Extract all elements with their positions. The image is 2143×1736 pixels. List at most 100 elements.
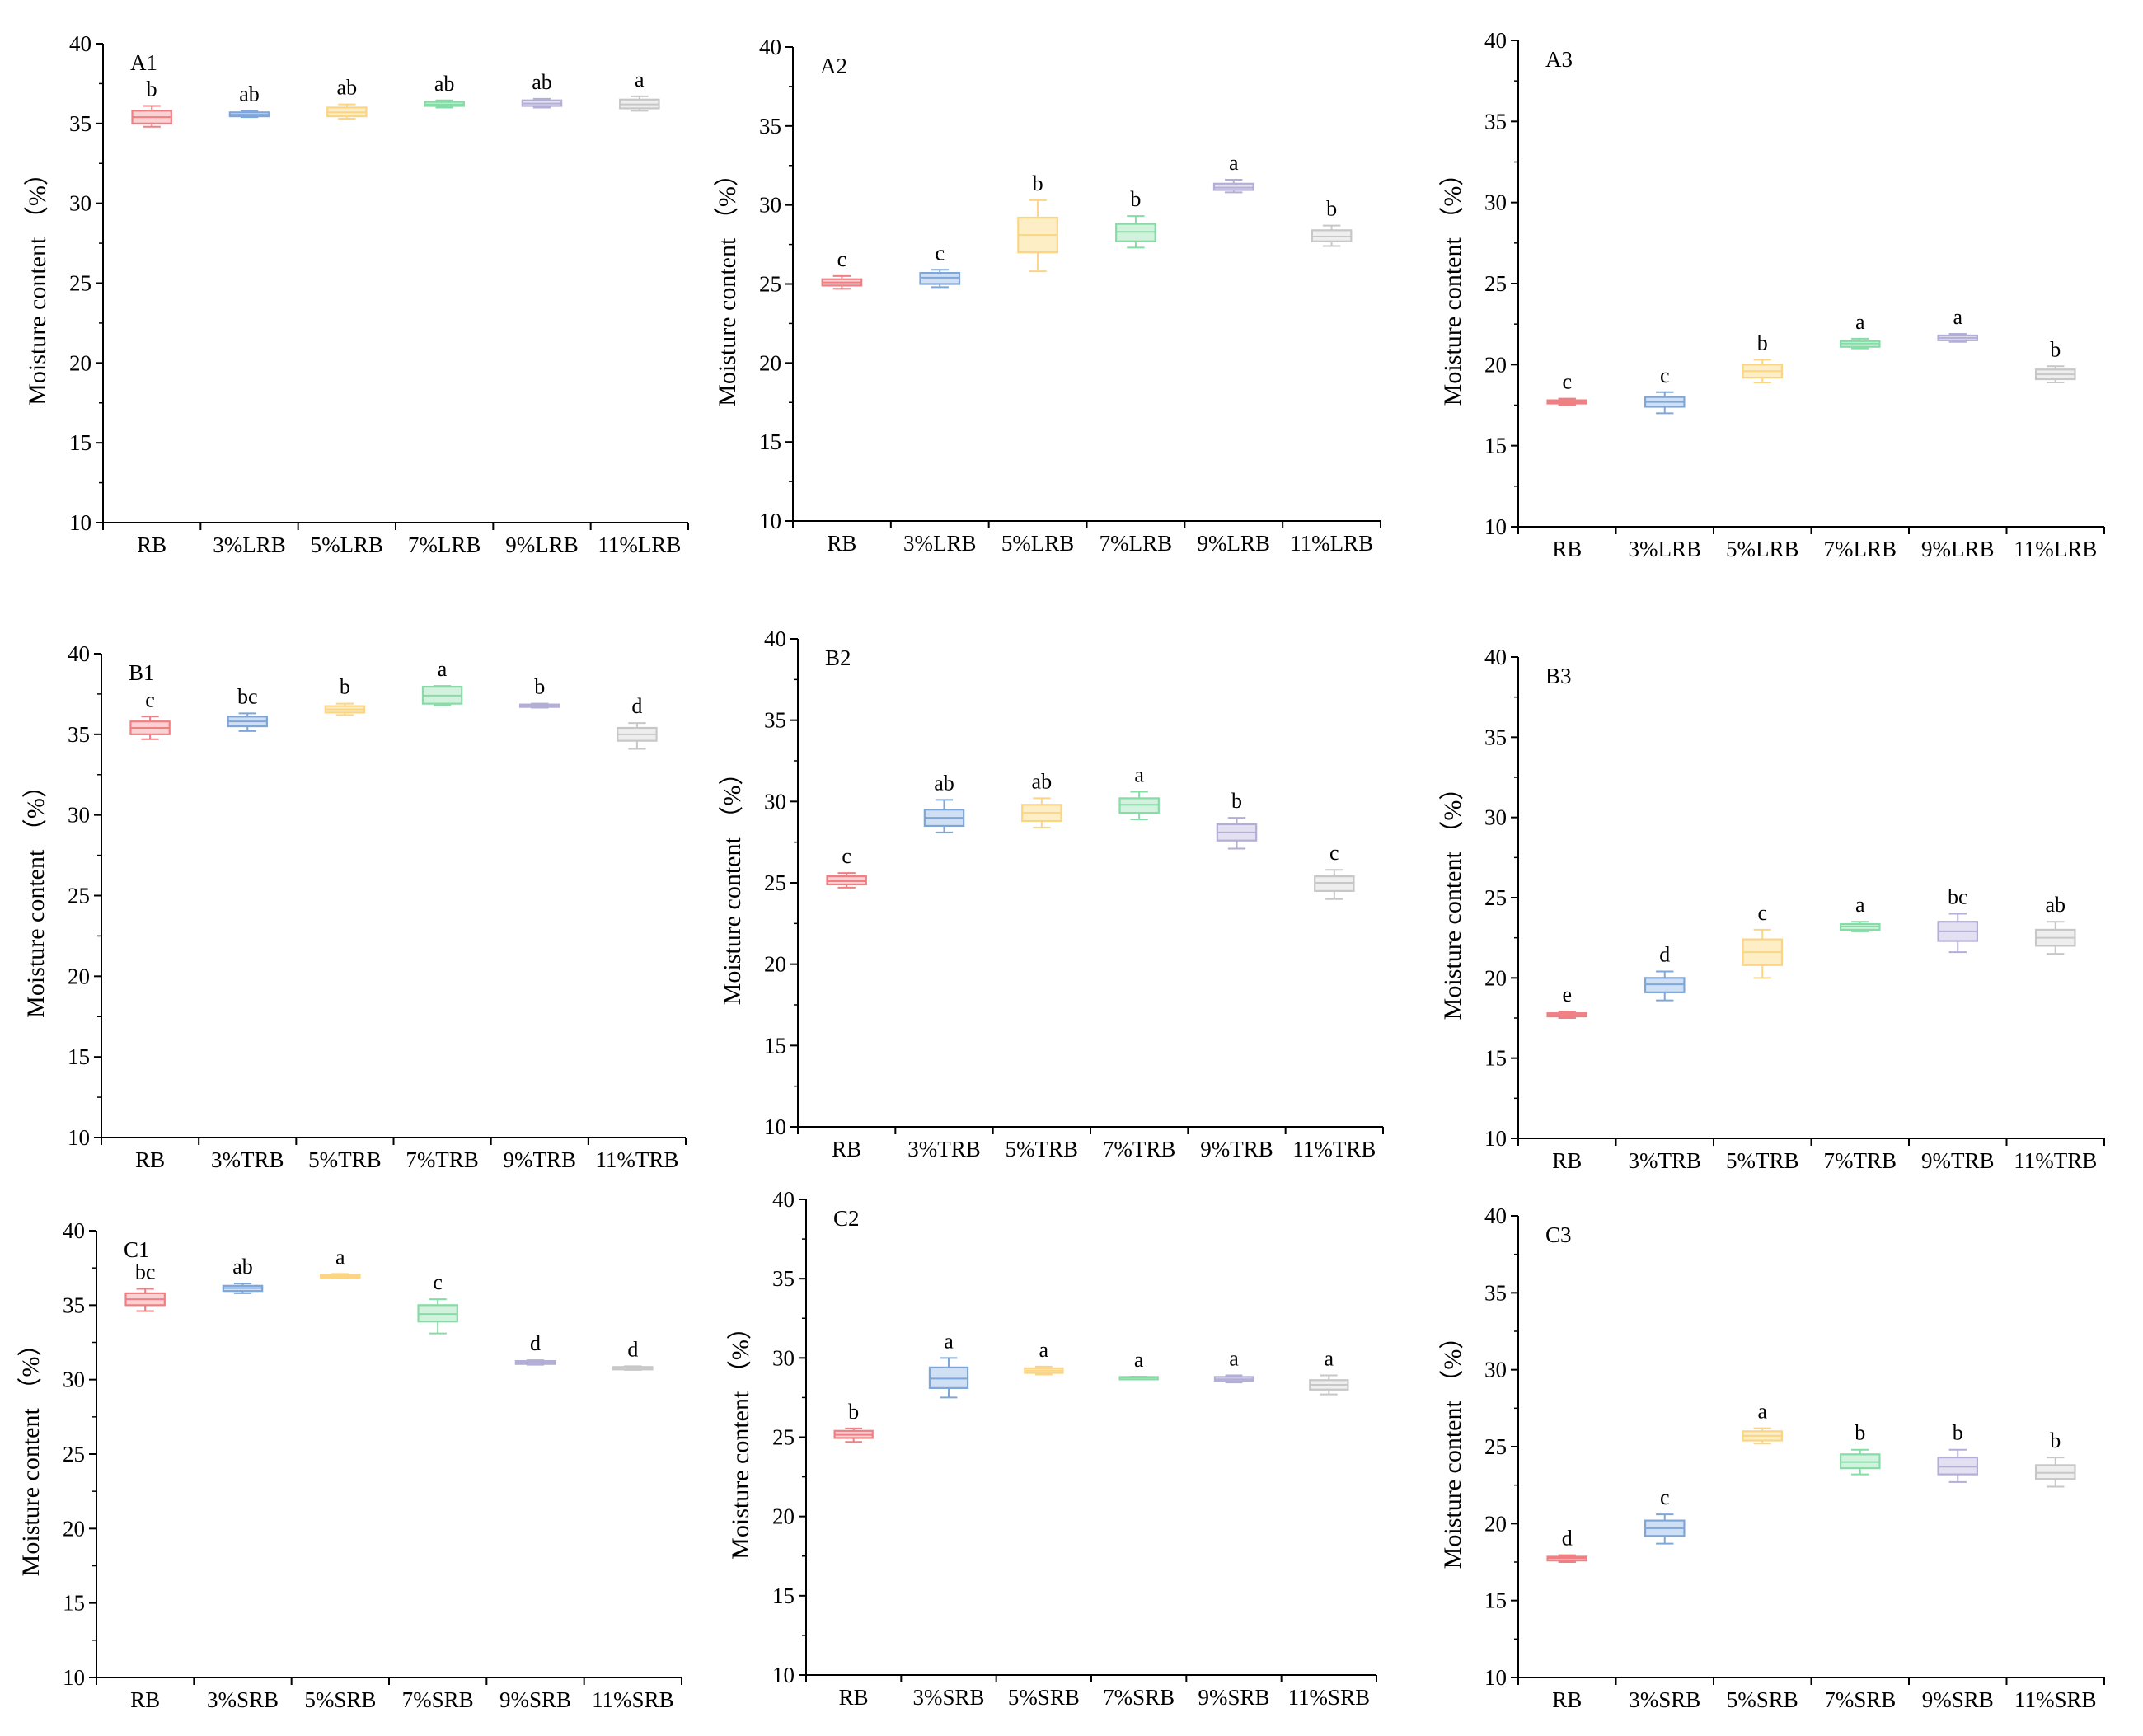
x-tick-label: 9%SRB <box>499 1687 571 1712</box>
y-tick-label: 10 <box>764 1114 786 1139</box>
y-tick-label: 10 <box>772 1663 795 1687</box>
y-tick-label: 35 <box>1484 109 1507 134</box>
significance-label: b <box>1033 171 1043 195</box>
x-tick-label: 7%TRB <box>406 1147 479 1172</box>
y-tick-label: 30 <box>1484 1358 1507 1382</box>
significance-label: ab <box>232 1255 253 1279</box>
box-a3-3: b <box>1742 331 1784 383</box>
significance-label: d <box>530 1331 541 1355</box>
box-b3-5: bc <box>1937 884 1979 954</box>
x-tick-label: 9%SRB <box>1198 1685 1269 1710</box>
box-a3-1: c <box>1546 370 1588 406</box>
x-tick-label: 11%TRB <box>2014 1148 2097 1173</box>
significance-label: ab <box>1032 769 1053 793</box>
box-c1-1: bc <box>124 1260 166 1312</box>
box-b1-5: b <box>519 675 560 709</box>
significance-label: a <box>1855 310 1865 334</box>
significance-label: b <box>2050 1429 2061 1452</box>
y-tick-label: 30 <box>764 789 786 814</box>
significance-label: c <box>1329 841 1339 865</box>
significance-label: a <box>1855 893 1865 917</box>
y-tick-label: 40 <box>1484 28 1507 53</box>
x-tick-label: 5%LRB <box>311 533 384 557</box>
panel-c2: 10 15 20 25 30 35 40 Moisture content （%） C2 b RB a… <box>727 1187 1377 1710</box>
x-tick-label: 3%LRB <box>903 531 977 556</box>
x-tick-label: RB <box>1552 1148 1582 1173</box>
significance-label: ab <box>434 72 455 96</box>
x-tick-label: 9%LRB <box>1921 537 1995 561</box>
y-tick-label: 20 <box>759 350 781 375</box>
box-b2-3: ab <box>1021 769 1062 828</box>
box-c1-5: d <box>514 1331 556 1366</box>
x-tick-label: 7%LRB <box>1100 531 1173 556</box>
x-tick-label: 3%LRB <box>213 533 286 557</box>
significance-label: ab <box>2045 893 2066 917</box>
y-tick-label: 35 <box>1484 1280 1507 1305</box>
y-tick-label: 25 <box>63 1442 85 1466</box>
significance-label: c <box>935 241 945 265</box>
y-tick-label: 15 <box>764 1033 786 1058</box>
y-tick-label: 40 <box>772 1187 795 1212</box>
panel-label: A3 <box>1545 47 1573 72</box>
panel-label: A1 <box>130 50 157 75</box>
significance-label: c <box>433 1270 443 1294</box>
box-c2-5: a <box>1213 1346 1254 1384</box>
box-b1-6: d <box>617 694 658 750</box>
box-c1-4: c <box>417 1270 458 1335</box>
y-tick-label: 20 <box>1484 965 1507 990</box>
y-tick-label: 25 <box>759 272 781 297</box>
x-tick-label: 7%TRB <box>1823 1148 1897 1173</box>
x-tick-label: 5%LRB <box>1001 531 1075 556</box>
box-c2-6: a <box>1309 1346 1349 1396</box>
box-b2-2: ab <box>923 771 965 833</box>
box-c2-4: a <box>1118 1348 1159 1381</box>
box-a1-3: ab <box>326 76 368 120</box>
x-tick-label: RB <box>1552 537 1582 561</box>
y-tick-label: 25 <box>772 1425 795 1450</box>
x-tick-label: 11%TRB <box>595 1147 678 1172</box>
x-tick-label: 9%TRB <box>503 1147 576 1172</box>
x-tick-label: RB <box>839 1685 869 1710</box>
x-tick-label: 11%LRB <box>2014 537 2097 561</box>
y-tick-label: 35 <box>764 708 786 733</box>
x-tick-label: 9%TRB <box>1921 1148 1995 1173</box>
panel-label: A2 <box>820 54 847 78</box>
significance-label: a <box>438 657 448 681</box>
box-b3-1: e <box>1546 983 1588 1019</box>
x-tick-label: 5%TRB <box>1726 1148 1799 1173</box>
y-tick-label: 30 <box>63 1368 85 1392</box>
y-tick-label: 15 <box>1484 1046 1507 1071</box>
box-b1-1: c <box>129 687 171 740</box>
y-tick-label: 20 <box>1484 352 1507 377</box>
y-tick-label: 15 <box>772 1584 795 1608</box>
y-tick-label: 10 <box>1484 1126 1507 1151</box>
y-tick-label: 25 <box>1484 885 1507 910</box>
box-a1-1: b <box>131 77 172 128</box>
significance-label: ab <box>532 70 552 94</box>
significance-label: b <box>2050 337 2061 361</box>
y-axis-title: Moisture content （%） <box>1439 776 1466 1020</box>
y-tick-label: 10 <box>1484 514 1507 539</box>
box-a3-5: a <box>1937 305 1979 343</box>
box-b3-2: d <box>1644 943 1686 1002</box>
y-tick-label: 15 <box>1484 434 1507 458</box>
y-tick-label: 10 <box>759 509 781 533</box>
y-tick-label: 40 <box>1484 645 1507 669</box>
box-b1-4: a <box>421 657 463 706</box>
x-tick-label: 5%LRB <box>1726 537 1799 561</box>
y-tick-label: 25 <box>764 870 786 895</box>
y-tick-label: 25 <box>1484 1434 1507 1459</box>
x-tick-label: RB <box>130 1687 160 1712</box>
significance-label: bc <box>1948 884 1968 908</box>
box-b3-4: a <box>1839 893 1881 932</box>
significance-label: b <box>1757 331 1768 354</box>
significance-label: a <box>335 1245 345 1269</box>
x-tick-label: 3%SRB <box>207 1687 279 1712</box>
box-a3-4: a <box>1839 310 1881 350</box>
y-tick-label: 20 <box>764 952 786 977</box>
panel-label: C3 <box>1545 1222 1572 1247</box>
box-b2-6: c <box>1314 841 1355 900</box>
significance-label: b <box>1953 1421 1963 1445</box>
significance-label: bc <box>135 1260 156 1283</box>
x-tick-label: RB <box>137 533 166 557</box>
